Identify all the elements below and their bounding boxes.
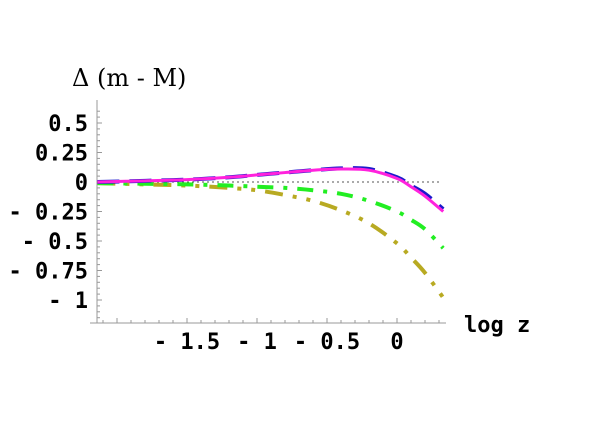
- y-tick-label: - 0.75: [9, 260, 88, 285]
- y-tick-label: - 1: [48, 289, 88, 314]
- y-axis-label: Δ (m - M): [72, 64, 186, 92]
- axes: [90, 100, 446, 324]
- series-magenta-solid: [97, 167, 445, 213]
- series-green-dashdot: [97, 181, 445, 250]
- x-axis-title: log z: [464, 313, 530, 338]
- x-tick-label: - 1: [237, 330, 277, 355]
- y-tick-label: 0: [75, 171, 88, 196]
- y-tick-labels: 0.5 0.25 0 - 0.25 - 0.5 - 0.75 - 1: [9, 112, 88, 314]
- y-tick-label: 0.5: [48, 112, 88, 137]
- series-olive-dashdotdot: [97, 181, 445, 299]
- x-tick-label: - 1.5: [154, 330, 220, 355]
- series-group: [97, 166, 445, 299]
- y-tick-label: 0.25: [35, 142, 88, 167]
- x-tick-label: 0: [390, 330, 403, 355]
- y-axis-title: Δ (m - M): [72, 64, 186, 92]
- y-tick-label: - 0.5: [22, 230, 88, 255]
- x-tick-label: - 0.5: [294, 330, 360, 355]
- y-tick-label: - 0.25: [9, 201, 88, 226]
- x-tick-labels: - 1.5 - 1 - 0.5 0: [154, 330, 404, 355]
